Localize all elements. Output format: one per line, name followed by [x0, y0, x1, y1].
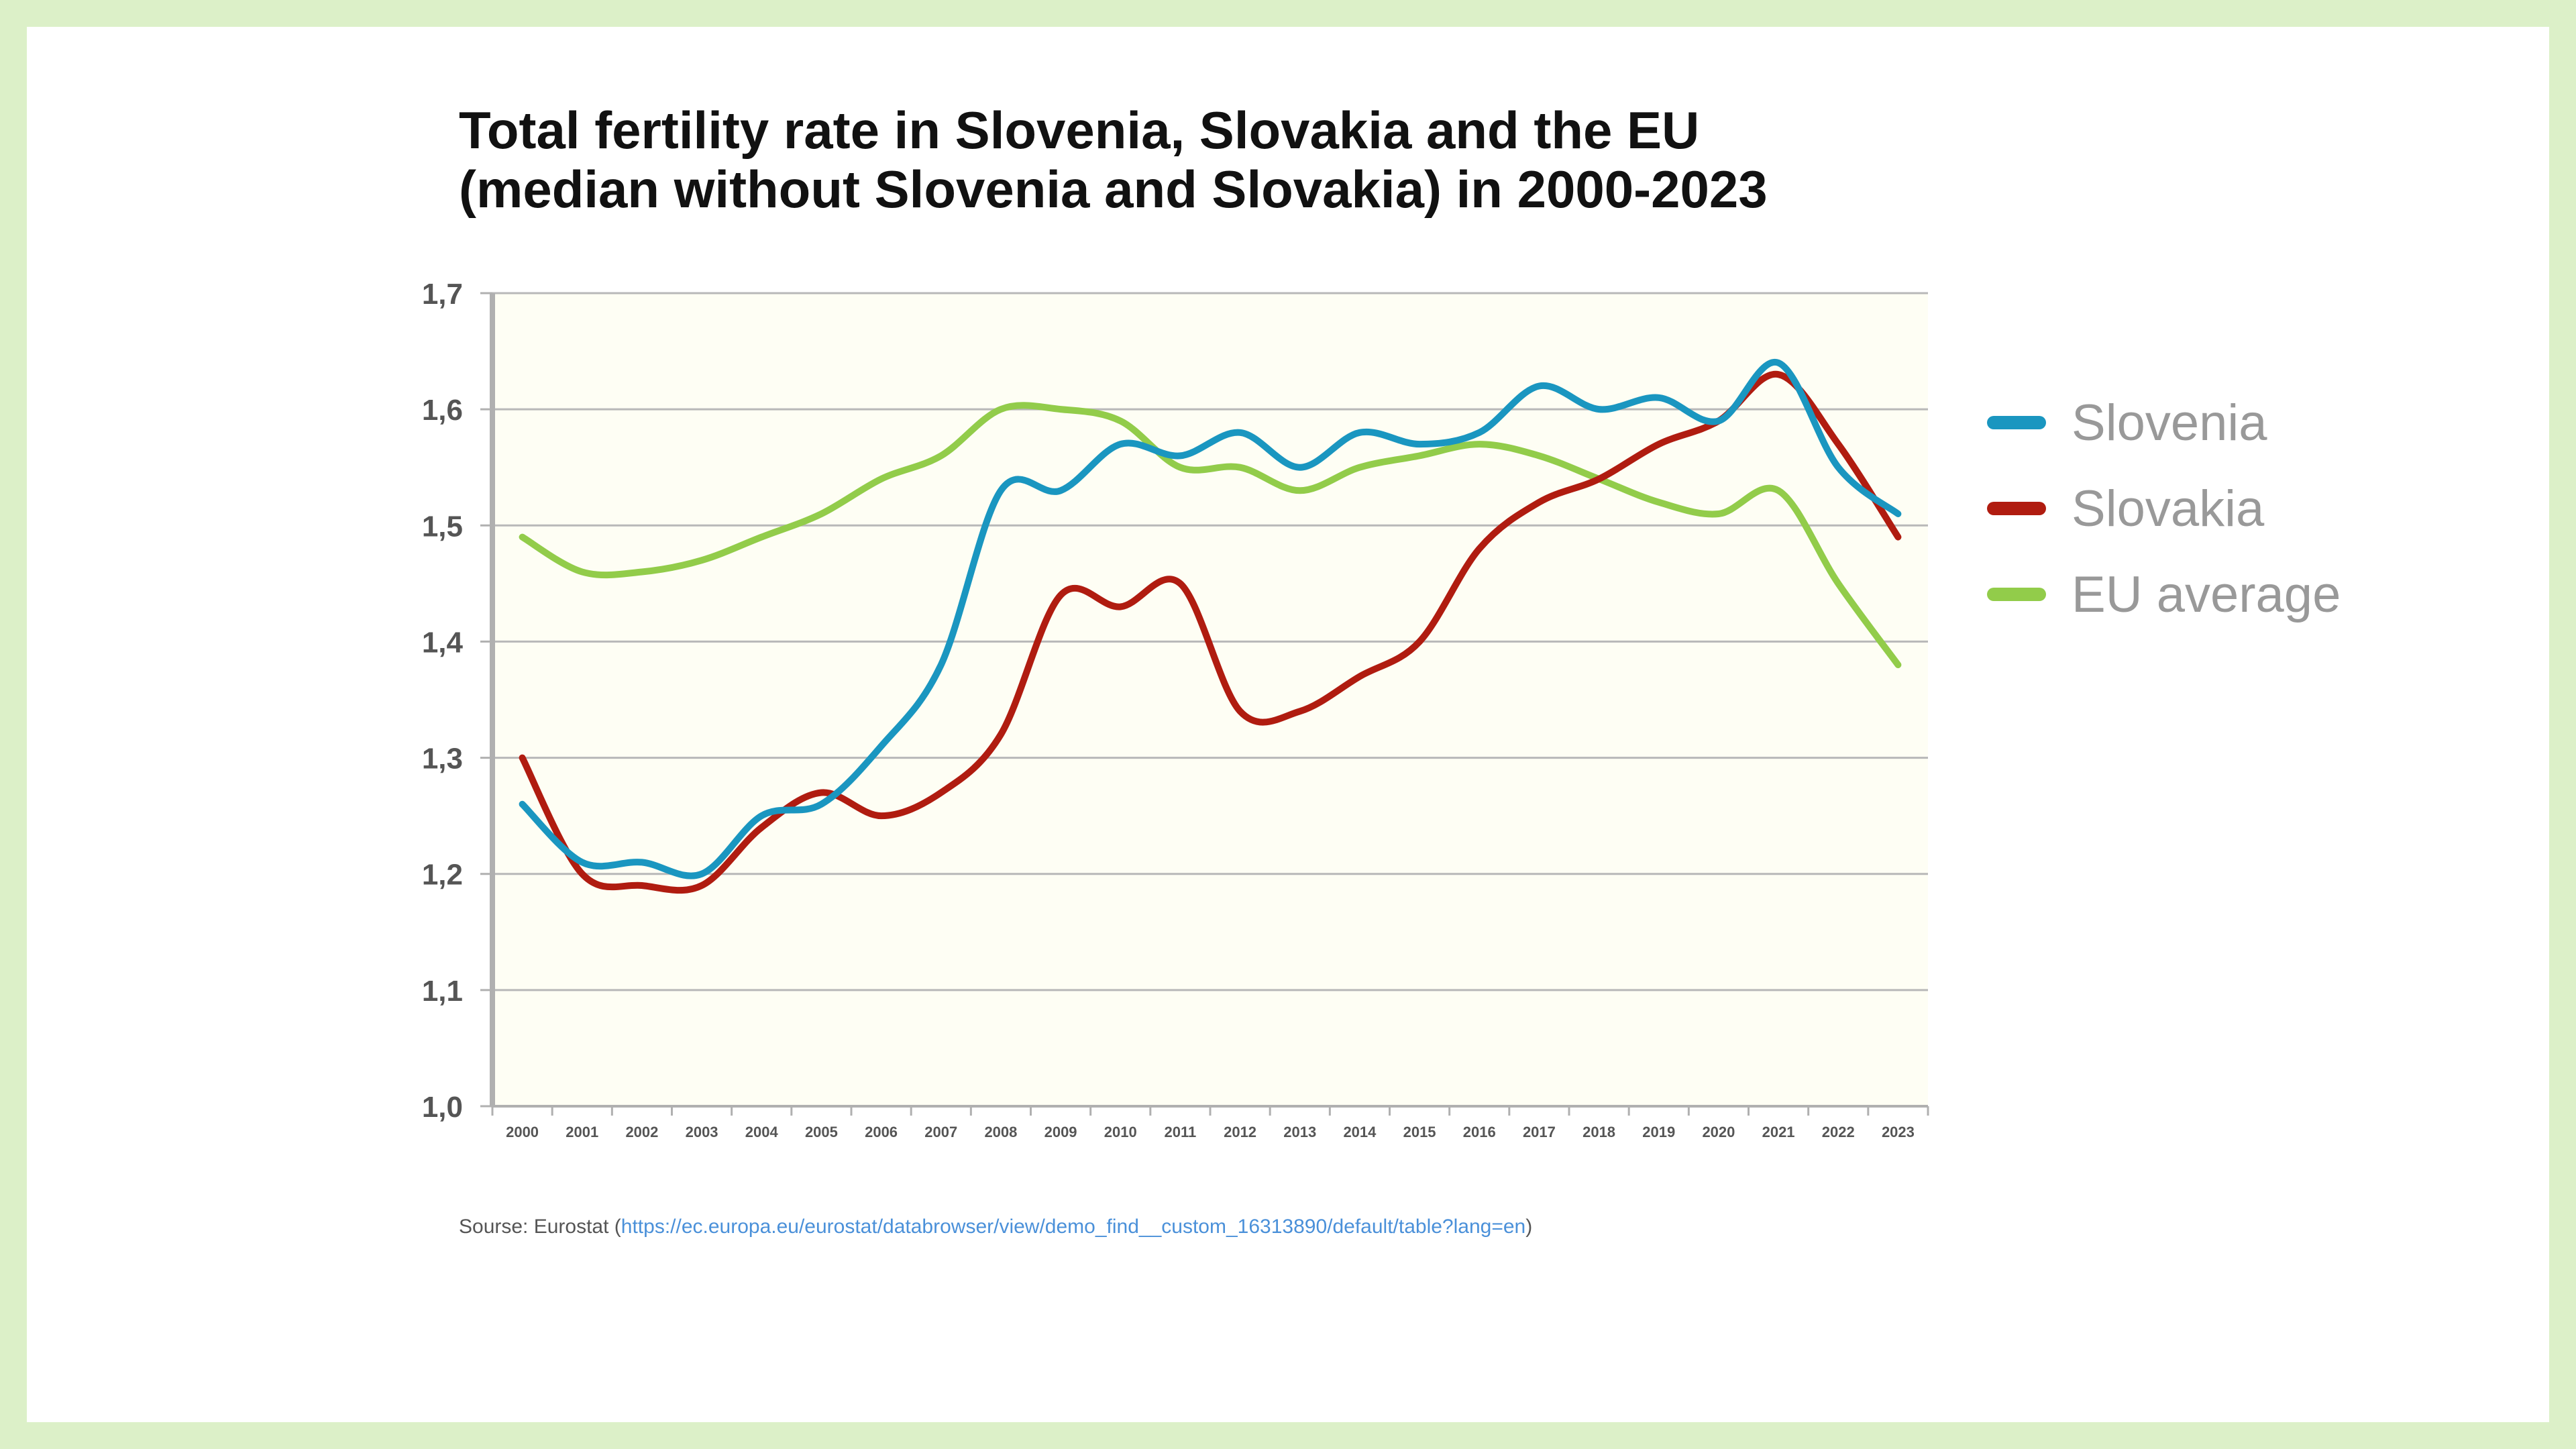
x-tick-label-2017: 2017 [1523, 1124, 1556, 1140]
y-tick-label-6: 1,6 [422, 394, 463, 427]
y-tick-label-5: 1,5 [422, 510, 463, 543]
x-tick-label-2007: 2007 [924, 1124, 957, 1140]
x-tick-label-2009: 2009 [1044, 1124, 1077, 1140]
source-suffix: ) [1525, 1216, 1533, 1238]
x-tick-label-2023: 2023 [1882, 1124, 1915, 1140]
legend-label-eu-average: EU average [2072, 566, 2341, 623]
chart-title-line-2: (median without Slovenia and Slovakia) i… [459, 160, 1768, 219]
x-tick-label-2004: 2004 [745, 1124, 779, 1140]
x-tick-label-2018: 2018 [1582, 1124, 1615, 1140]
y-tick-label-7: 1,7 [422, 278, 463, 311]
chart-title-line-1: Total fertility rate in Slovenia, Slovak… [459, 101, 1700, 160]
x-tick-label-2011: 2011 [1165, 1124, 1197, 1140]
x-tick-label-2014: 2014 [1343, 1124, 1377, 1140]
legend-label-slovenia: Slovenia [2072, 394, 2267, 451]
x-tick-label-2005: 2005 [805, 1124, 838, 1140]
x-tick-label-2000: 2000 [506, 1124, 539, 1140]
source-prefix: Sourse: Eurostat ( [459, 1216, 621, 1238]
x-tick-label-2015: 2015 [1403, 1124, 1436, 1140]
x-tick-label-2002: 2002 [625, 1124, 658, 1140]
y-tick-label-2: 1,2 [422, 859, 463, 892]
x-tick-label-2013: 2013 [1283, 1124, 1316, 1140]
x-axis-ticks: 2000 2001 2002 2003 2004 2005 2006 2007 2008 2009… [491, 1106, 1929, 1140]
plot-area [492, 293, 1928, 1106]
chart-title: Total fertility rate in Slovenia, Slovak… [459, 101, 2069, 219]
series-line-slovenia [519, 358, 1902, 879]
legend: Slovenia Slovakia EU average [1987, 394, 2341, 623]
series-lines [519, 358, 1902, 894]
source-link[interactable]: https://ec.europa.eu/eurostat/databrowse… [621, 1216, 1526, 1238]
x-tick-label-2021: 2021 [1762, 1124, 1795, 1140]
legend-label-slovakia: Slovakia [2072, 480, 2265, 537]
x-tick-label-2008: 2008 [984, 1124, 1017, 1140]
y-tick-label-0: 1,0 [422, 1091, 463, 1124]
x-tick-label-2010: 2010 [1104, 1124, 1137, 1140]
x-tick-label-2012: 2012 [1224, 1124, 1256, 1140]
x-tick-label-2016: 2016 [1463, 1124, 1496, 1140]
x-tick-label-2006: 2006 [865, 1124, 898, 1140]
x-tick-label-2020: 2020 [1702, 1124, 1735, 1140]
series-line-eu-average [519, 402, 1902, 669]
x-tick-label-2001: 2001 [566, 1124, 598, 1140]
y-tick-label-4: 1,4 [422, 626, 464, 659]
x-tick-label-2019: 2019 [1642, 1124, 1675, 1140]
y-tick-label-1: 1,1 [422, 975, 463, 1008]
source-note: Sourse: Eurostat (https://ec.europa.eu/e… [459, 1216, 1532, 1238]
series-line-slovakia [519, 371, 1902, 894]
y-tick-label-3: 1,3 [422, 743, 463, 775]
x-tick-label-2003: 2003 [686, 1124, 718, 1140]
x-tick-label-2022: 2022 [1822, 1124, 1855, 1140]
